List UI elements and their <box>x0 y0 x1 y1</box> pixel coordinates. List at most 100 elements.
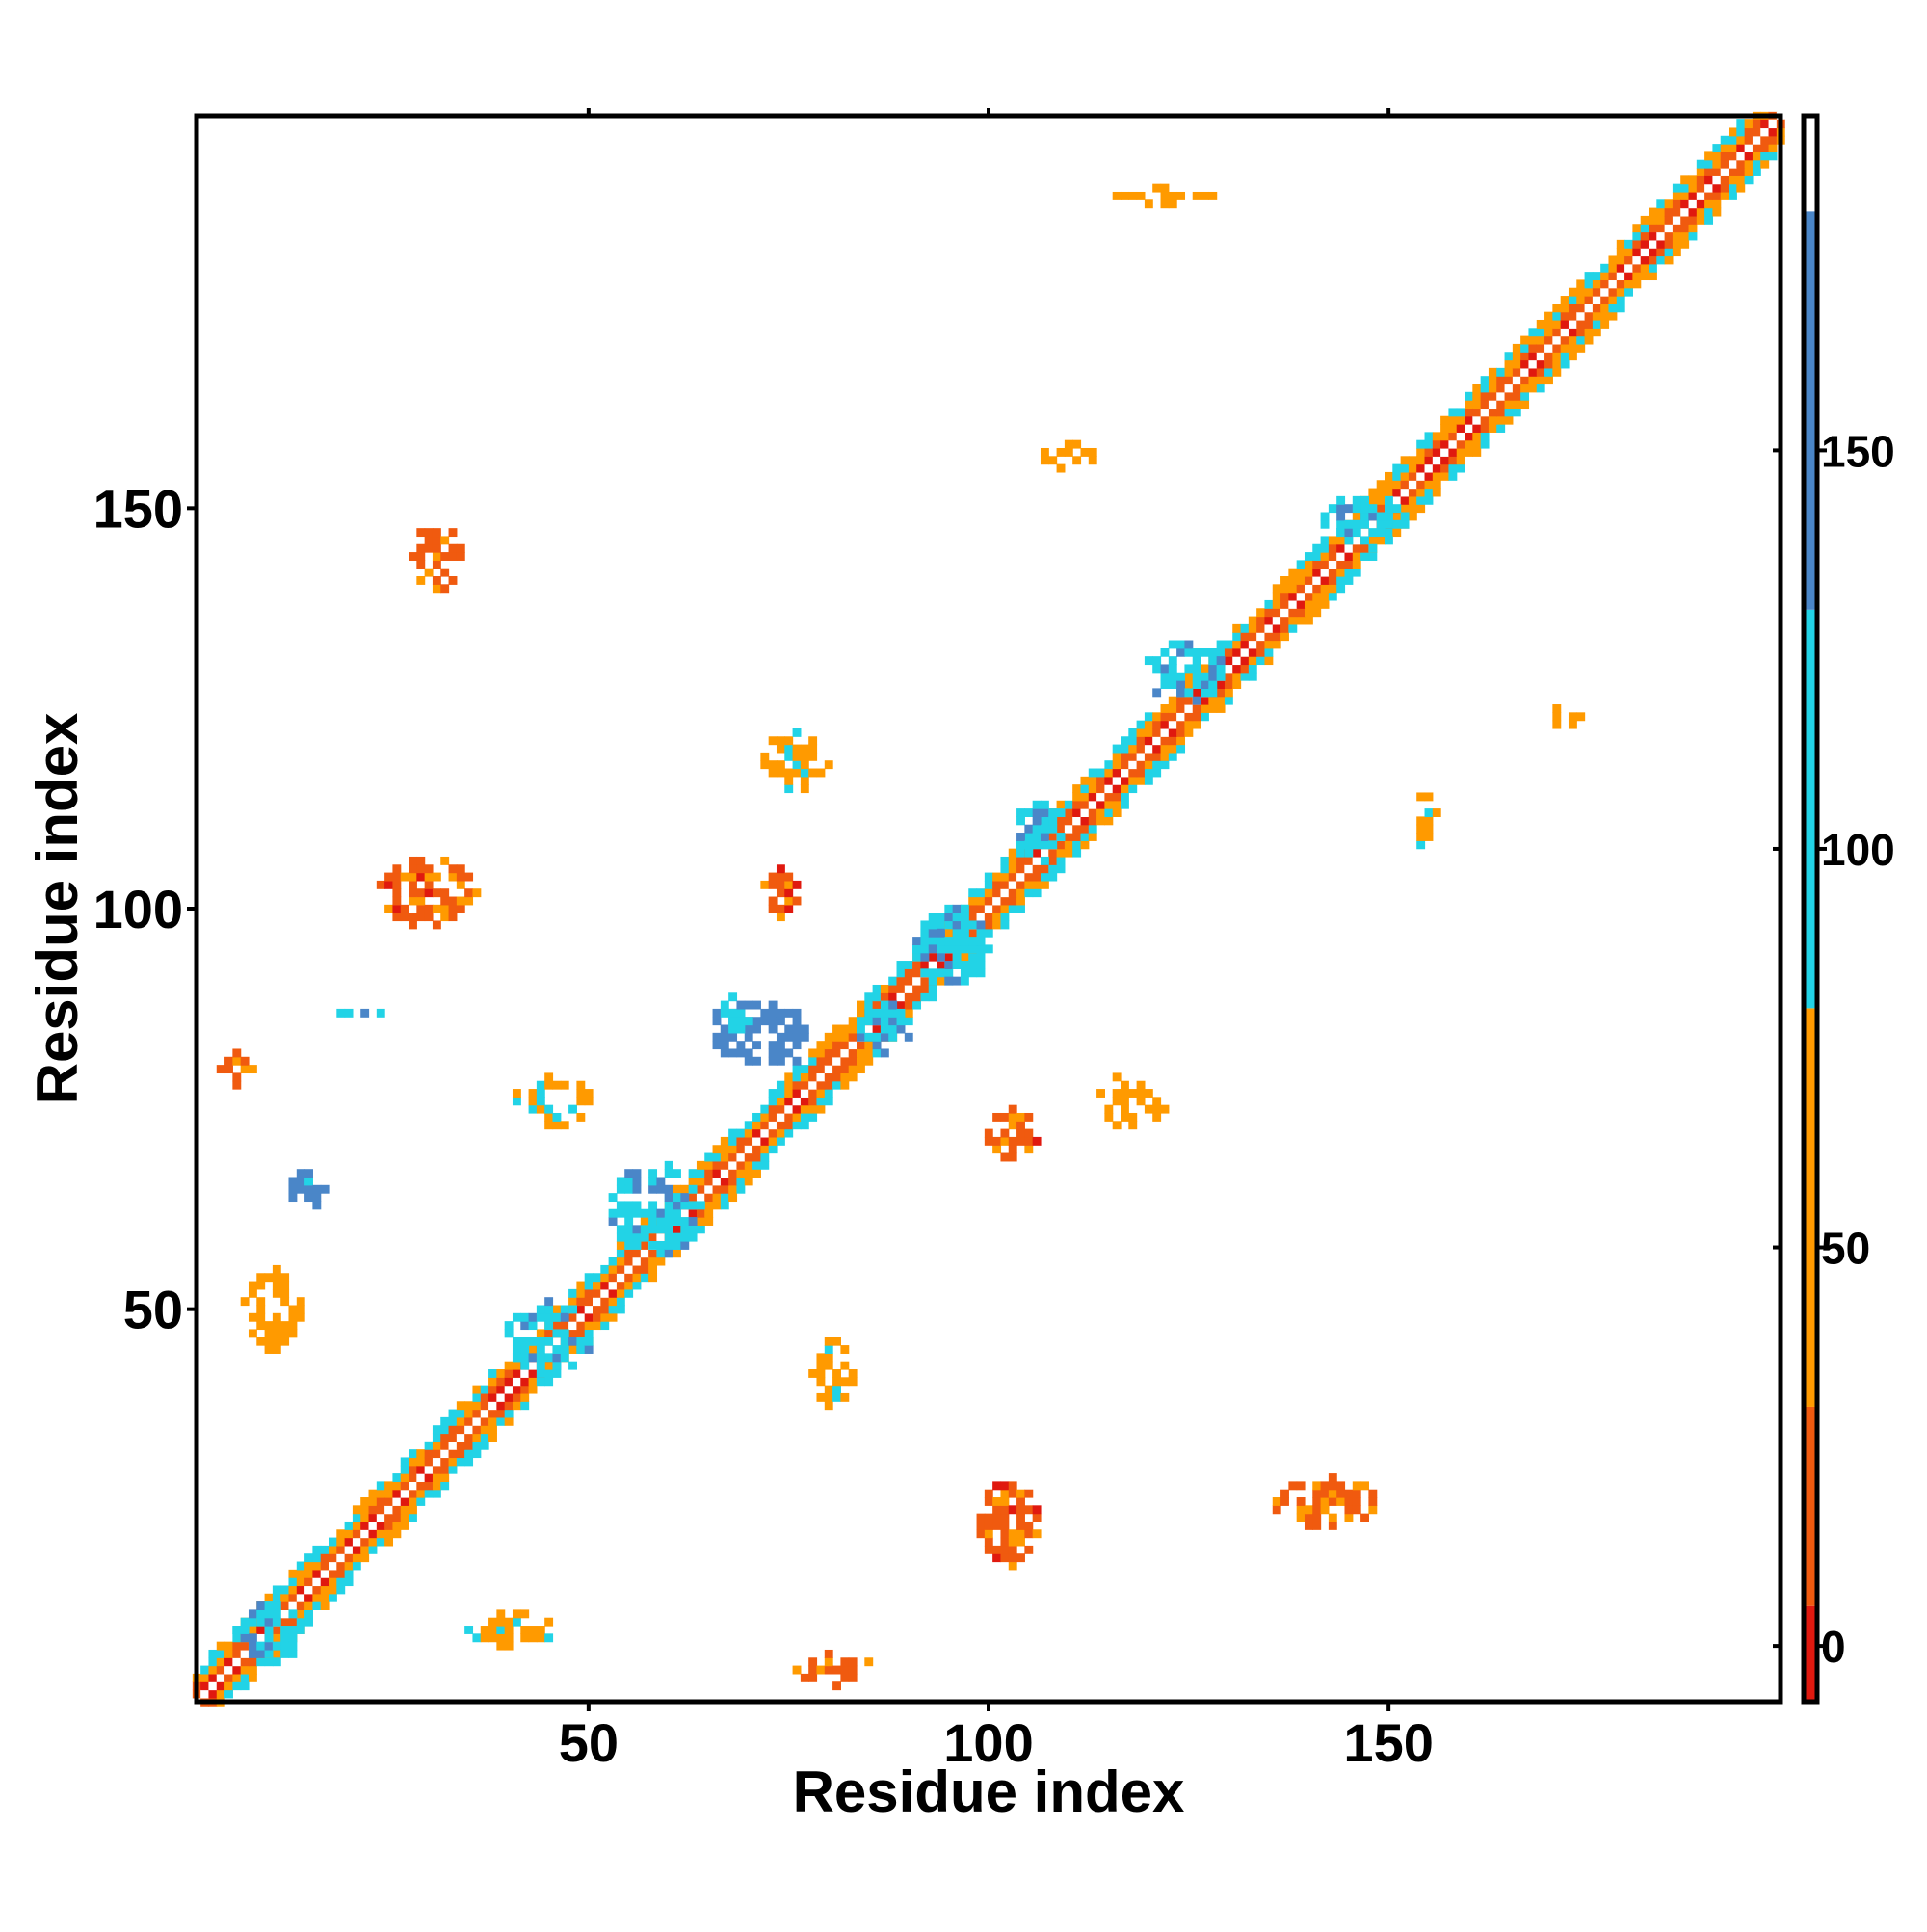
heatmap-cell <box>800 744 809 754</box>
heatmap-cell <box>288 1585 298 1595</box>
heatmap-cell <box>1432 447 1441 457</box>
heatmap-cell <box>1280 584 1289 594</box>
heatmap-cell <box>264 1329 274 1338</box>
heatmap-cell <box>272 1273 281 1283</box>
heatmap-cell <box>736 1048 746 1058</box>
heatmap-cell <box>992 913 1002 922</box>
heatmap-cell <box>800 1065 809 1074</box>
heatmap-cell <box>640 1225 649 1234</box>
heatmap-cell <box>1152 688 1162 698</box>
heatmap-cell <box>1160 744 1170 754</box>
heatmap-cell <box>808 744 818 754</box>
heatmap-cell <box>584 1281 594 1290</box>
heatmap-cell <box>1232 623 1242 633</box>
heatmap-cell <box>464 1626 474 1634</box>
heatmap-cell <box>1704 191 1714 200</box>
heatmap-cell <box>792 1056 802 1066</box>
heatmap-cell <box>1488 384 1497 393</box>
heatmap-cell <box>1296 616 1306 625</box>
heatmap-cell <box>1536 352 1545 361</box>
heatmap-cell <box>1704 159 1714 169</box>
heatmap-cell <box>976 944 986 954</box>
heatmap-cell <box>816 1080 826 1090</box>
heatmap-cell <box>1712 168 1722 176</box>
heatmap-cell <box>1056 447 1066 457</box>
heatmap-cell <box>1144 656 1153 666</box>
heatmap-cell <box>784 1024 794 1034</box>
heatmap-cell <box>1008 1152 1017 1162</box>
heatmap-cell <box>1312 543 1322 553</box>
heatmap-cell <box>1256 648 1266 657</box>
heatmap-cell <box>1672 239 1681 249</box>
heatmap-cell <box>976 904 986 913</box>
heatmap-cell <box>944 976 954 986</box>
heatmap-cell <box>1664 207 1674 217</box>
heatmap-cell <box>752 1136 761 1146</box>
heatmap-cell <box>1744 135 1754 145</box>
heatmap-cell <box>424 913 434 922</box>
heatmap-cell <box>528 1369 538 1378</box>
heatmap-cell <box>280 1601 290 1610</box>
heatmap-cell <box>1448 456 1458 465</box>
heatmap-cell <box>1320 592 1330 601</box>
heatmap-cell <box>992 904 1002 913</box>
heatmap-cell <box>472 1385 482 1394</box>
heatmap-cell <box>1376 495 1386 505</box>
heatmap-cell <box>1184 704 1194 713</box>
heatmap-cell <box>1368 1505 1378 1515</box>
heatmap-cell <box>984 872 993 882</box>
heatmap-cell <box>384 1481 394 1491</box>
heatmap-cell <box>512 1385 521 1394</box>
heatmap-cell <box>1385 471 1393 481</box>
heatmap-cell <box>656 1184 666 1194</box>
heatmap-cell <box>832 1072 841 1082</box>
heatmap-cell <box>288 1569 298 1578</box>
heatmap-cell <box>1168 704 1177 713</box>
heatmap-cell <box>1768 119 1778 129</box>
heatmap-cell <box>784 872 794 882</box>
heatmap-cell <box>1680 231 1690 241</box>
heatmap-cell <box>776 864 785 874</box>
heatmap-cell <box>1352 543 1361 553</box>
heatmap-cell <box>472 1416 482 1426</box>
heatmap-cell <box>760 1121 770 1130</box>
heatmap-cell <box>1344 519 1354 529</box>
heatmap-cell <box>1560 328 1570 337</box>
heatmap-cell <box>1696 207 1705 217</box>
heatmap-cell <box>464 896 474 906</box>
heatmap-cell <box>504 1401 514 1411</box>
heatmap-cell <box>1136 191 1146 200</box>
heatmap-cell <box>440 568 450 577</box>
heatmap-cell <box>1312 1489 1322 1498</box>
heatmap-cell <box>352 1561 361 1571</box>
heatmap-cell <box>1424 833 1434 841</box>
heatmap-cell <box>1008 1553 1017 1563</box>
heatmap-cell <box>1048 840 1058 850</box>
heatmap-cell <box>1664 231 1674 241</box>
heatmap-cell <box>673 1193 681 1203</box>
heatmap-cell <box>1088 800 1097 809</box>
heatmap-cell <box>1128 752 1138 761</box>
heatmap-cell <box>840 1065 850 1074</box>
heatmap-cell <box>1688 175 1698 185</box>
heatmap-cell <box>1128 728 1138 737</box>
heatmap-cell <box>552 1321 562 1331</box>
heatmap-cell <box>768 1145 778 1154</box>
heatmap-cell <box>584 1089 594 1098</box>
heatmap-cell <box>1528 359 1538 369</box>
heatmap-cell <box>544 1617 554 1627</box>
heatmap-cell <box>816 1041 826 1050</box>
heatmap-cell <box>616 1297 625 1307</box>
heatmap-cell <box>1544 343 1553 353</box>
heatmap-cell <box>1344 1489 1354 1498</box>
heatmap-cell <box>760 1104 770 1114</box>
heatmap-cell <box>496 1401 506 1411</box>
colorbar-segment <box>1804 1406 1817 1606</box>
heatmap-cell <box>1408 456 1417 465</box>
heatmap-cell <box>1248 664 1257 674</box>
heatmap-cell <box>744 1169 753 1178</box>
heatmap-cell <box>600 1321 610 1331</box>
heatmap-cell <box>1088 784 1097 794</box>
heatmap-cell <box>912 968 922 978</box>
